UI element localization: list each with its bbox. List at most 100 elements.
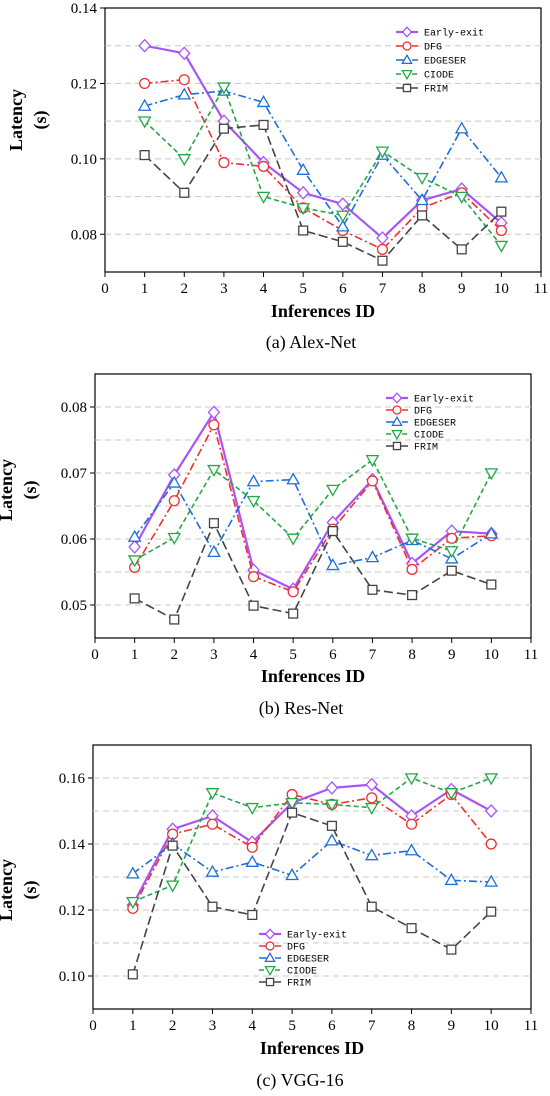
data-point-frim: [139, 150, 150, 161]
legend-label: DFG: [414, 407, 432, 418]
series-line-early-exit: [133, 411, 492, 591]
x-ticks: 0 1 2 3 4 5 6 7 8 9 10 11: [101, 272, 548, 297]
data-point-dfg: [366, 792, 378, 804]
data-point-dfg: [208, 419, 220, 431]
legend-item-edgeser: EDGESER: [396, 53, 466, 68]
legend-label: EDGESER: [414, 419, 456, 430]
series-ciode: [125, 773, 499, 910]
x-ticks: 0 1 2 3 4 5 6 7 8 9 10 11: [89, 1009, 538, 1034]
x-tick-label: 4: [249, 1018, 257, 1034]
legend-marker: [402, 83, 412, 93]
legend-item-edgeser: EDGESER: [259, 951, 329, 966]
data-point-edgeser: [454, 121, 469, 134]
data-point-ciode: [444, 788, 459, 801]
series-line-early-exit: [131, 783, 492, 906]
x-tick-label: 10: [484, 647, 499, 663]
legend-marker: [264, 951, 276, 963]
panel-res-net: 0 1 2 3 4 5 6 7 8 9 10 11 0.05 0.06 0.07 0.08 Early-ex…: [0, 373, 538, 719]
x-tick-label: 11: [534, 281, 548, 297]
legend-label: FRIM: [287, 979, 311, 990]
legend-label: CIODE: [424, 71, 454, 82]
legend-label: DFG: [287, 943, 305, 954]
data-point-edgeser: [286, 472, 301, 485]
legend-marker: [264, 965, 276, 977]
panel-caption: (b) Res-Net: [259, 698, 343, 719]
data-point-ciode: [325, 484, 340, 497]
x-tick-label: 3: [209, 1018, 217, 1034]
data-point-frim: [327, 526, 338, 537]
x-tick-label: 11: [524, 647, 538, 663]
series-line-frim: [144, 124, 502, 262]
grid-lines: [105, 45, 541, 235]
y-tick-label: 0.14: [59, 837, 86, 853]
data-point-dfg: [139, 77, 151, 90]
x-tick-label: 6: [328, 1018, 336, 1034]
data-point-early-exit: [336, 197, 350, 212]
data-point-frim: [337, 236, 348, 247]
legend-label: Early-exit: [424, 28, 484, 40]
data-point-edgeser: [127, 529, 142, 542]
x-tick-label: 9: [458, 281, 466, 297]
x-tick-label: 8: [408, 1018, 416, 1034]
y-ticks: 0.08 0.10 0.12 0.14: [71, 1, 105, 243]
legend-item-frim: FRIM: [259, 977, 311, 990]
data-point-frim: [377, 255, 388, 266]
legend-label: Early-exit: [414, 394, 474, 406]
data-point-dfg: [246, 841, 258, 853]
data-point-ciode: [285, 797, 299, 811]
series-line-edgeser: [144, 90, 503, 228]
series-lines: [127, 405, 499, 625]
data-point-edgeser: [245, 854, 260, 867]
data-point-frim: [129, 593, 140, 604]
panel-caption: (a) Alex-Net: [266, 332, 356, 353]
legend-item-ciode: CIODE: [386, 429, 444, 442]
series-frim: [129, 518, 497, 625]
x-axis-label: Inferences ID: [260, 1038, 364, 1058]
data-point-frim: [326, 820, 337, 831]
data-point-edgeser: [484, 526, 499, 539]
data-point-edgeser: [365, 550, 380, 563]
x-tick-label: 6: [329, 647, 337, 663]
data-point-edgeser: [335, 219, 350, 232]
y-tick-label: 0.05: [61, 598, 87, 614]
legend-item-ciode: CIODE: [259, 965, 317, 978]
x-tick-label: 4: [260, 281, 268, 297]
series-line-ciode: [134, 458, 493, 561]
legend-item-early-exit: Early-exit: [386, 392, 474, 406]
legend-label: FRIM: [414, 443, 438, 454]
x-tick-label: 2: [181, 281, 189, 297]
grid-lines: [93, 777, 531, 977]
x-tick-label: 7: [369, 647, 377, 663]
y-tick-label: 0.08: [71, 227, 97, 243]
series-line-dfg: [144, 78, 502, 251]
legend-marker: [391, 392, 403, 404]
grid-lines: [95, 406, 531, 606]
panel-vgg-16: 0 1 2 3 4 5 6 7 8 9 10 11 0.10 0.12 0.14 0.16 Early-ex…: [0, 744, 538, 1091]
y-tick-label: 0.12: [71, 76, 97, 92]
data-point-edgeser: [364, 848, 379, 861]
data-point-edgeser: [325, 833, 339, 846]
data-point-frim: [287, 807, 298, 818]
x-tick-label: 6: [339, 281, 347, 297]
legend-label: CIODE: [414, 431, 444, 442]
data-point-frim: [258, 119, 269, 130]
data-point-edgeser: [296, 162, 311, 175]
series-frim: [127, 807, 497, 980]
data-point-ciode: [137, 116, 152, 129]
legend-item-early-exit: Early-exit: [396, 26, 484, 40]
x-tick-label: 2: [169, 1018, 177, 1034]
data-point-frim: [456, 244, 467, 255]
legend-label: EDGESER: [424, 57, 466, 68]
data-point-edgeser: [125, 866, 140, 879]
data-point-dfg: [495, 224, 507, 237]
x-tick-label: 7: [368, 1018, 376, 1034]
legend-marker: [402, 41, 412, 51]
y-axis-label-line1: Latency: [6, 89, 26, 151]
x-tick-label: 1: [129, 1018, 137, 1034]
data-point-edgeser: [177, 87, 192, 100]
legend: Early-exit DFG EDGESER CIODE FRIM: [396, 26, 484, 96]
x-tick-label: 1: [131, 647, 139, 663]
legend-item-dfg: DFG: [259, 941, 305, 954]
y-tick-label: 0.10: [59, 969, 85, 985]
legend-item-early-exit: Early-exit: [259, 928, 347, 942]
